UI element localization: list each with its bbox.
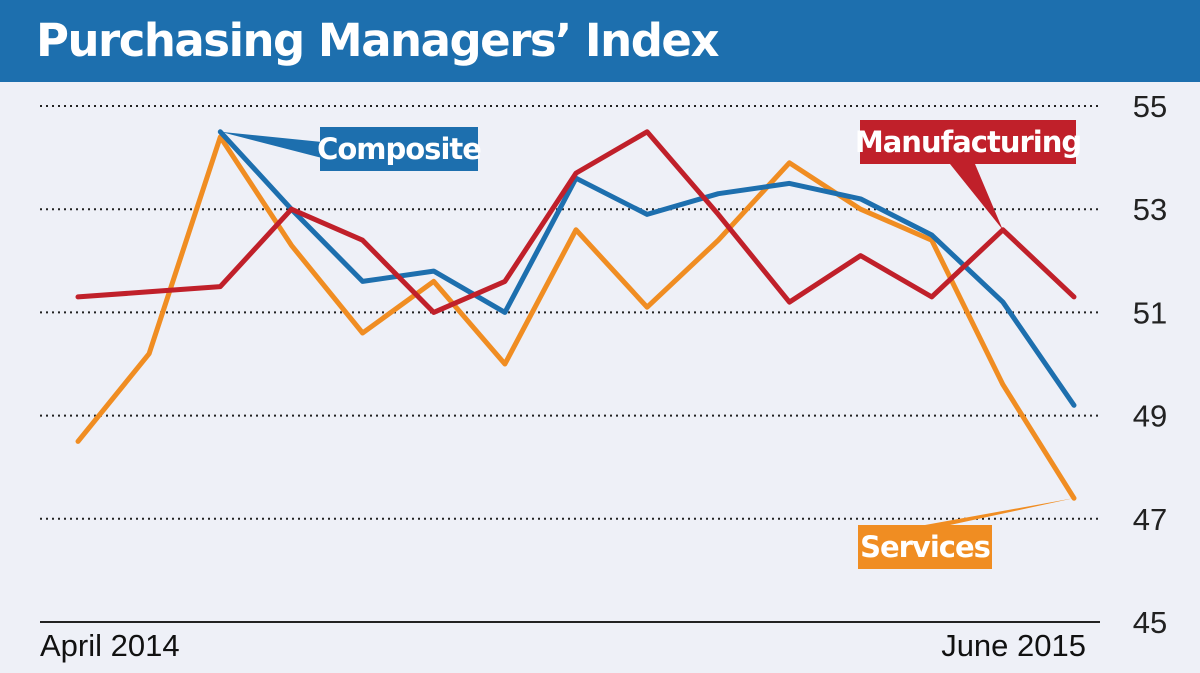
series-line-manufacturing — [75, 129, 1077, 315]
y-tick-label-45: 45 — [1133, 605, 1167, 640]
callout-composite: Composite — [220, 127, 482, 171]
callout-label-composite: Composite — [317, 132, 481, 166]
callout-label-services: Services — [860, 530, 990, 564]
series-line-composite — [217, 129, 1077, 408]
y-tick-label-53: 53 — [1133, 192, 1167, 227]
callout-services: Services — [858, 498, 1074, 569]
callout-box-composite — [320, 127, 478, 171]
pmi-line-chart: 55 53 51 49 47 45 Composite Manufacturing Servi… — [40, 89, 1167, 663]
y-tick-label-51: 51 — [1133, 295, 1167, 330]
callout-pointer-composite — [220, 131, 322, 158]
chart-header: Purchasing Managers’ Index — [0, 0, 1200, 82]
callout-label-manufacturing: Manufacturing — [855, 125, 1081, 159]
y-tick-label-47: 47 — [1133, 502, 1167, 537]
chart-title: Purchasing Managers’ Index — [36, 14, 719, 67]
series-line-services — [75, 134, 1077, 501]
series-callouts: Composite Manufacturing Services — [220, 120, 1082, 569]
callout-pointer-manufacturing — [950, 164, 1003, 230]
y-tick-label-55: 55 — [1133, 89, 1167, 124]
callout-box-manufacturing — [860, 120, 1076, 164]
callout-box-services — [858, 525, 992, 569]
gridlines — [40, 105, 1100, 623]
x-end-label: June 2015 — [941, 628, 1086, 663]
callout-pointer-services — [925, 498, 1074, 525]
y-axis-ticks: 55 53 51 49 47 45 — [1133, 89, 1167, 640]
callout-manufacturing: Manufacturing — [855, 120, 1082, 230]
x-start-label: April 2014 — [40, 628, 180, 663]
y-tick-label-49: 49 — [1133, 399, 1167, 434]
series-lines — [75, 129, 1077, 501]
